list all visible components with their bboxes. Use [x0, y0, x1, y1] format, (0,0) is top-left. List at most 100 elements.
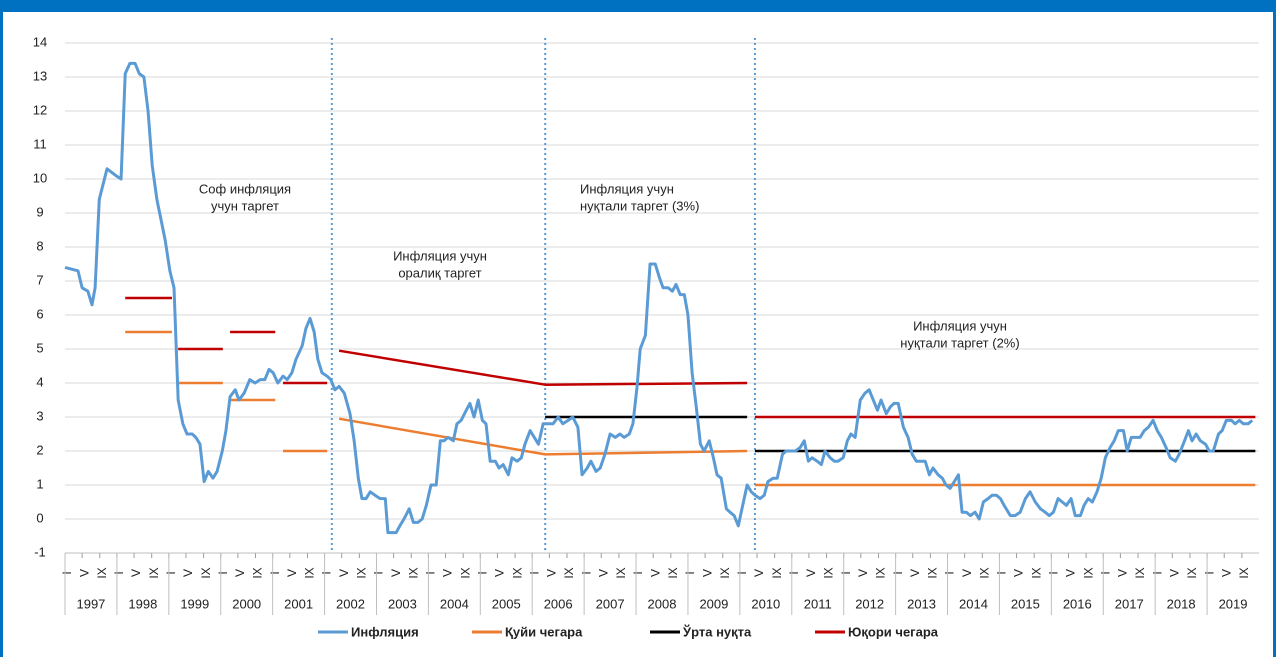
y-tick-label: 2	[36, 442, 43, 457]
x-tick-label: I	[995, 571, 1009, 574]
legend-text: Қуйи чегара	[505, 624, 583, 639]
year-label: 2018	[1167, 596, 1196, 611]
x-tick-label: I	[475, 571, 489, 574]
x-tick-label: V	[1116, 569, 1130, 577]
x-tick-label: IX	[1029, 567, 1043, 578]
x-tick-label: IX	[822, 567, 836, 578]
x-tick-label: I	[268, 571, 282, 574]
x-tick-label: V	[1064, 569, 1078, 577]
top-bar	[0, 0, 1276, 12]
y-tick-label: 3	[36, 408, 43, 423]
year-label: 2015	[1011, 596, 1040, 611]
x-tick-label: I	[60, 571, 74, 574]
left-border	[0, 0, 3, 657]
x-tick-label: IX	[199, 567, 213, 578]
year-label: 2005	[492, 596, 521, 611]
x-tick-label: I	[1047, 571, 1061, 574]
x-tick-label: IX	[147, 567, 161, 578]
x-tick-label: IX	[1133, 567, 1147, 578]
x-tick-label: V	[908, 569, 922, 577]
x-tick-label: V	[233, 569, 247, 577]
x-tick-label: V	[545, 569, 559, 577]
x-tick-label: IX	[562, 567, 576, 578]
x-tick-label: IX	[251, 567, 265, 578]
y-tick-label: 5	[36, 340, 43, 355]
annotation: Инфляция учун	[913, 318, 1007, 333]
y-tick-label: 8	[36, 238, 43, 253]
year-label: 2017	[1115, 596, 1144, 611]
x-tick-label: IX	[614, 567, 628, 578]
year-label: 2014	[959, 596, 988, 611]
x-tick-label: V	[856, 569, 870, 577]
y-tick-label: 10	[33, 170, 47, 185]
annotation: нуқтали таргет (3%)	[580, 198, 699, 213]
x-tick-label: I	[216, 571, 230, 574]
y-tick-label: 6	[36, 306, 43, 321]
y-tick-label: 14	[33, 34, 47, 49]
series-line	[338, 349, 748, 386]
legend-text: Ўрта нуқта	[682, 624, 752, 639]
year-label: 2007	[596, 596, 625, 611]
year-label: 2000	[232, 596, 261, 611]
y-tick-label: 12	[33, 102, 47, 117]
x-tick-label: IX	[95, 567, 109, 578]
x-tick-label: I	[1098, 571, 1112, 574]
x-tick-label: V	[441, 569, 455, 577]
year-label: 2009	[699, 596, 728, 611]
x-tick-label: IX	[874, 567, 888, 578]
year-label: 2013	[907, 596, 936, 611]
x-tick-label: V	[700, 569, 714, 577]
y-tick-label: 11	[33, 136, 47, 151]
series-line	[338, 417, 748, 456]
year-label: 2006	[544, 596, 573, 611]
x-tick-label: V	[389, 569, 403, 577]
x-tick-label: I	[579, 571, 593, 574]
right-border	[1273, 0, 1276, 657]
x-tick-label: IX	[977, 567, 991, 578]
annotation: учун таргет	[211, 198, 279, 213]
year-label: 2010	[751, 596, 780, 611]
x-tick-label: I	[891, 571, 905, 574]
x-tick-label: V	[337, 569, 351, 577]
x-tick-label: V	[1012, 569, 1026, 577]
y-tick-label: 0	[36, 510, 43, 525]
x-tick-label: IX	[406, 567, 420, 578]
series-line	[64, 61, 1254, 535]
x-tick-label: I	[320, 571, 334, 574]
year-label: 2012	[855, 596, 884, 611]
x-tick-label: I	[112, 571, 126, 574]
y-tick-label: -1	[34, 544, 46, 559]
year-label: 2003	[388, 596, 417, 611]
year-label: 2016	[1063, 596, 1092, 611]
annotation: Соф инфляция	[199, 181, 291, 196]
legend-text: Юқори чегара	[848, 624, 939, 639]
year-label: 2001	[284, 596, 313, 611]
x-tick-label: V	[1219, 569, 1233, 577]
x-tick-label: I	[424, 571, 438, 574]
x-tick-label: V	[752, 569, 766, 577]
x-tick-label: I	[943, 571, 957, 574]
y-tick-label: 4	[36, 374, 43, 389]
x-tick-label: V	[648, 569, 662, 577]
x-tick-label: IX	[718, 567, 732, 578]
year-label: 2011	[804, 596, 832, 611]
x-tick-label: I	[527, 571, 541, 574]
x-tick-label: V	[1167, 569, 1181, 577]
x-tick-label: IX	[510, 567, 524, 578]
x-tick-label: IX	[1185, 567, 1199, 578]
x-tick-label: I	[1150, 571, 1164, 574]
x-tick-label: I	[372, 571, 386, 574]
x-tick-label: I	[839, 571, 853, 574]
x-tick-label: V	[493, 569, 507, 577]
x-tick-label: IX	[1081, 567, 1095, 578]
x-tick-label: I	[164, 571, 178, 574]
annotation: Инфляция учун	[393, 248, 487, 263]
year-label: 1997	[76, 596, 105, 611]
x-tick-label: IX	[458, 567, 472, 578]
y-tick-label: 9	[36, 204, 43, 219]
x-tick-label: IX	[355, 567, 369, 578]
x-tick-label: I	[735, 571, 749, 574]
x-tick-label: I	[683, 571, 697, 574]
x-tick-label: IX	[1237, 567, 1251, 578]
